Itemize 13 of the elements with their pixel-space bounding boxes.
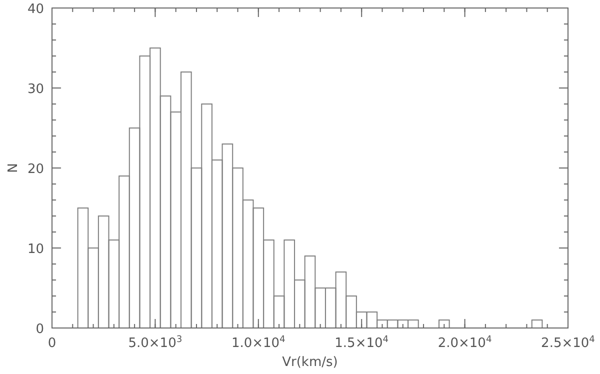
y-tick-label: 20 (27, 162, 44, 177)
x-tick-label: 0 (48, 336, 56, 351)
y-tick-label: 10 (27, 242, 44, 257)
y-tick-label: 30 (27, 82, 44, 97)
x-tick-label: 2.5×10$^{4}$ (541, 335, 596, 351)
y-tick-label: 40 (27, 2, 44, 17)
x-axis-title: Vr(km/s) (282, 355, 338, 370)
x-tick-label: 1.0×10$^{4}$ (231, 335, 286, 351)
x-tick-label: 1.5×10$^{4}$ (334, 335, 389, 351)
y-axis-title: N (6, 163, 21, 173)
y-tick-label: 0 (36, 322, 44, 337)
x-tick-label: 2.0×10$^{4}$ (438, 335, 492, 351)
x-tick-label: 5.0×10$^{3}$ (128, 335, 182, 351)
